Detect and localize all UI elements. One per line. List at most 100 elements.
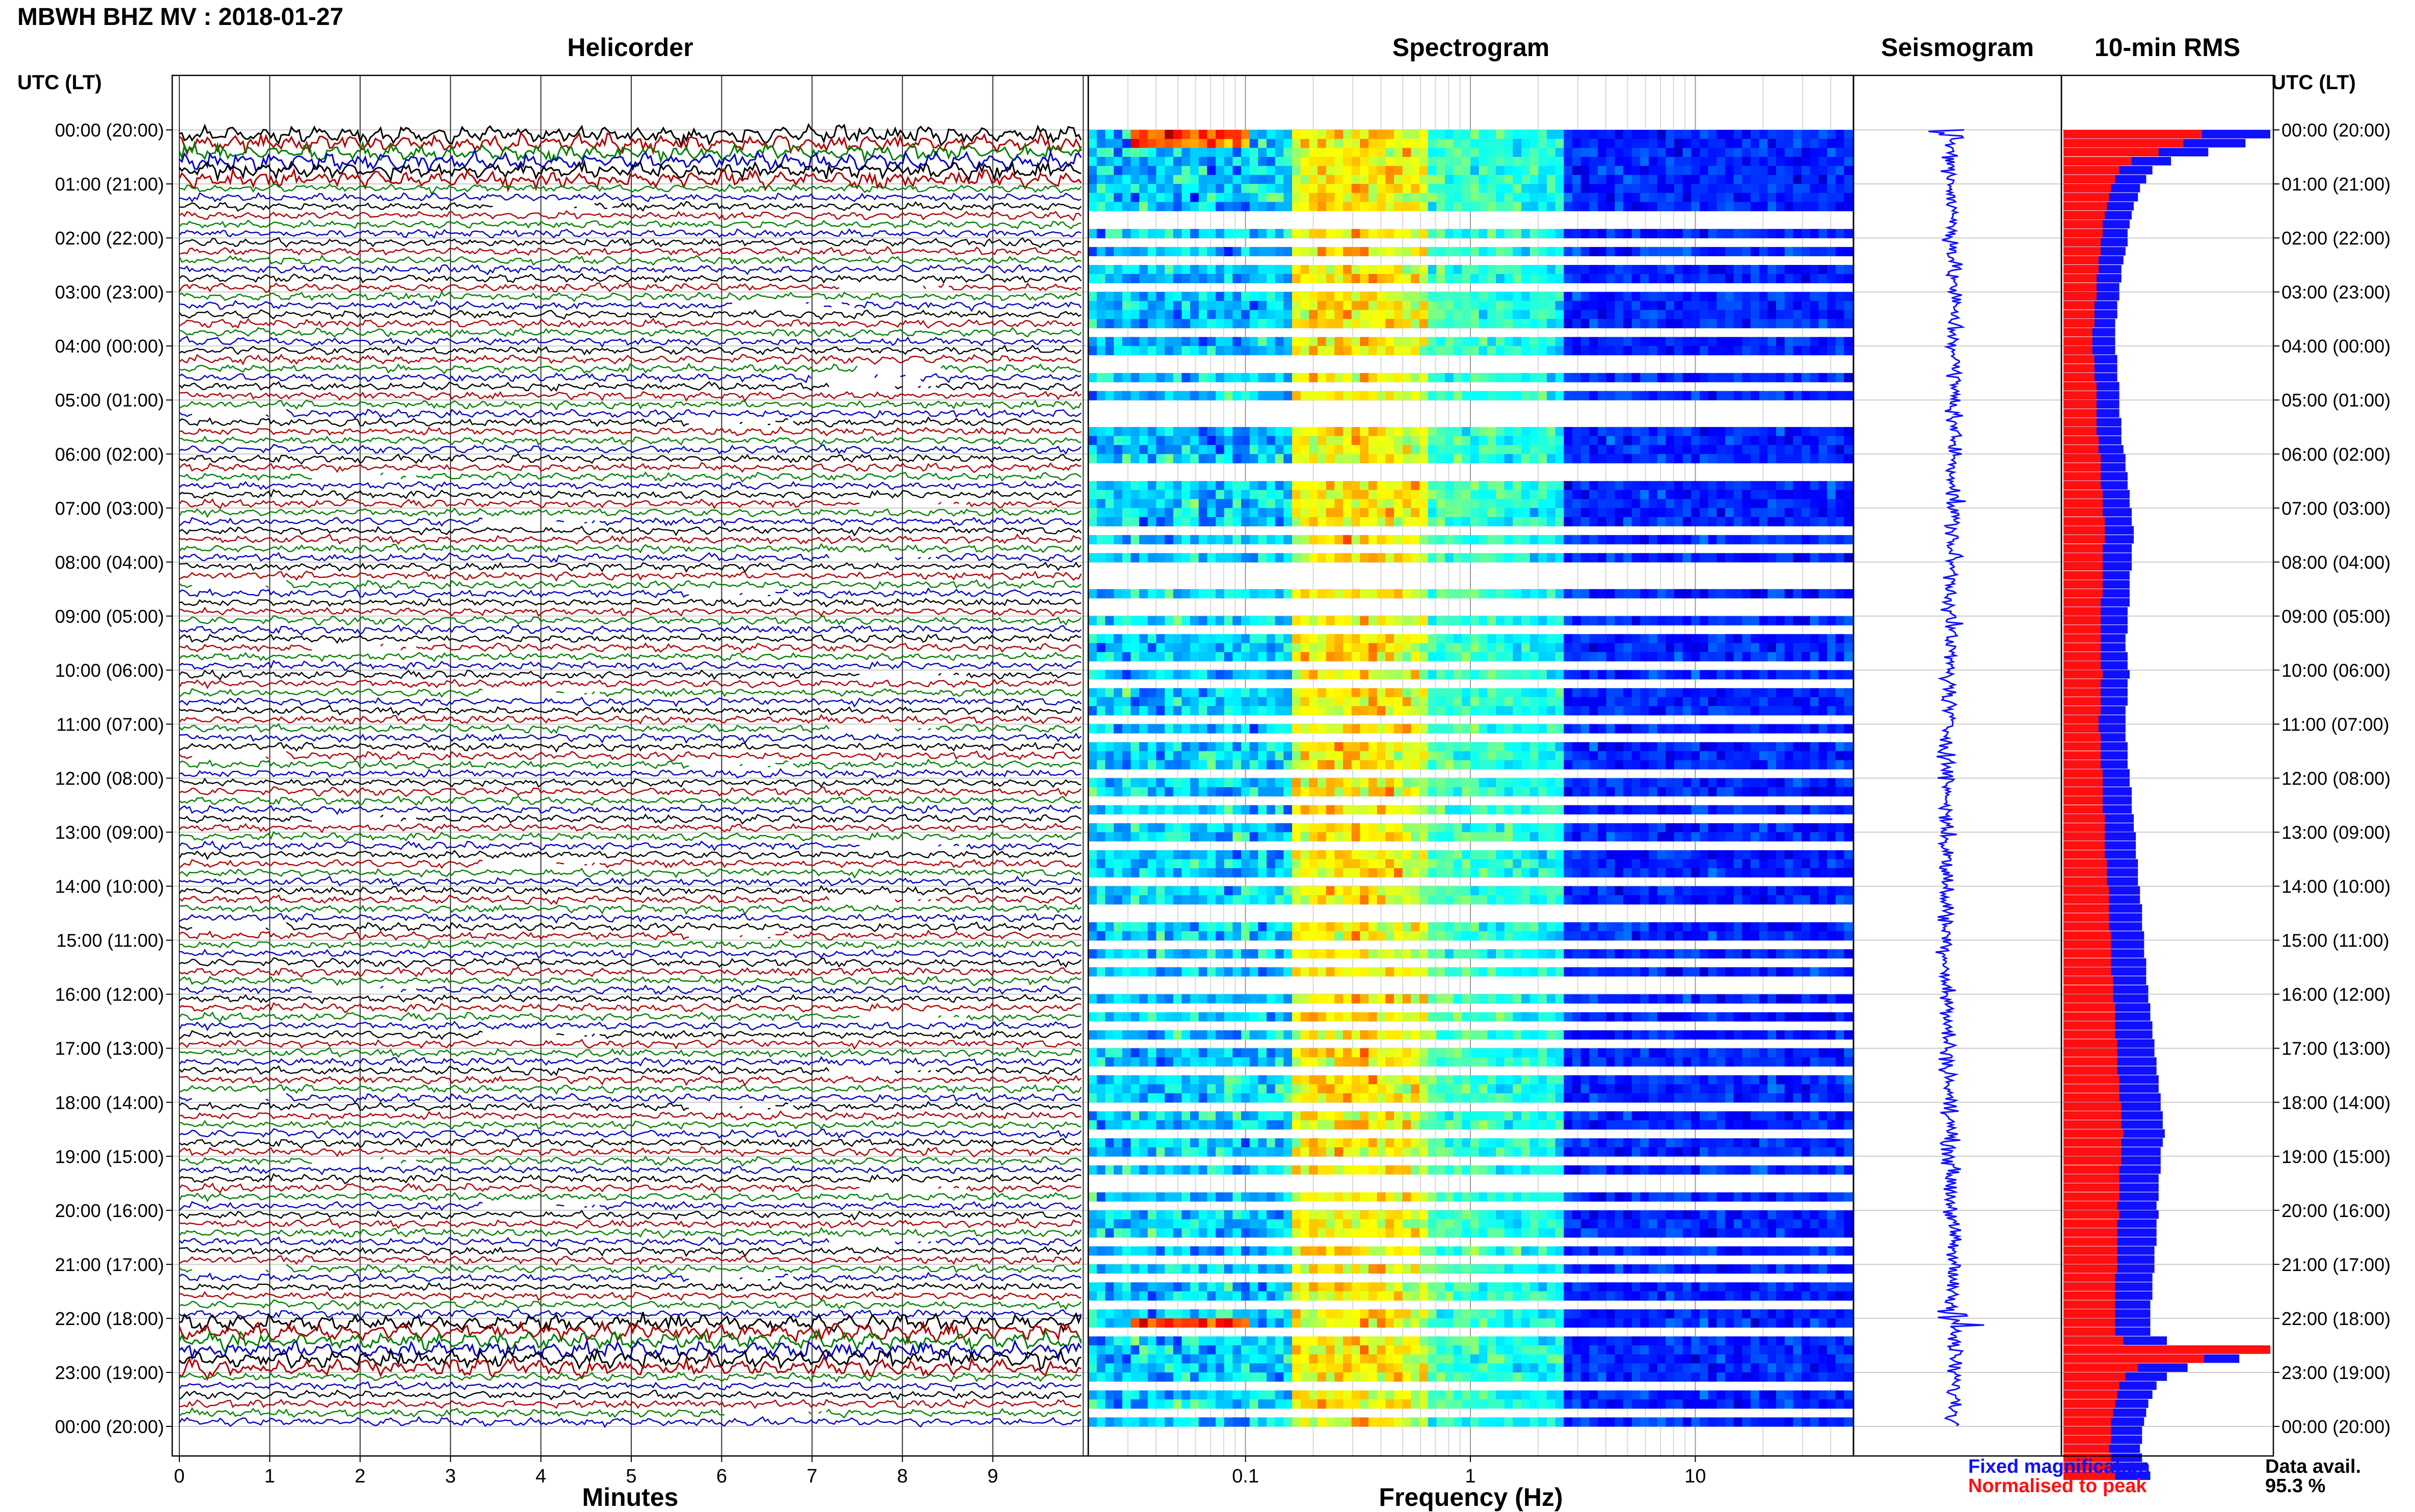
spectrogram-cell: [1700, 337, 1709, 346]
spectrogram-cell: [1793, 778, 1802, 788]
spectrogram-cell: [1114, 184, 1123, 193]
spectrogram-cell: [1301, 265, 1310, 274]
spectrogram-cell: [1640, 643, 1649, 652]
spectrogram-cell: [1564, 805, 1573, 815]
spectrogram-cell: [1173, 832, 1183, 842]
spectrogram-cell: [1640, 346, 1649, 355]
spectrogram-cell: [1318, 706, 1327, 715]
spectrogram-cell: [1521, 247, 1531, 256]
spectrogram-cell: [1190, 643, 1199, 652]
spectrogram-cell: [1232, 850, 1242, 859]
spectrogram-cell: [1785, 805, 1794, 815]
spectrogram-cell: [1105, 787, 1114, 796]
spectrogram-cell: [1326, 643, 1335, 652]
spectrogram-cell: [1496, 292, 1505, 301]
spectrogram-cell: [1352, 652, 1361, 661]
spectrogram-cell: [1530, 391, 1539, 400]
spectrogram-cell: [1377, 688, 1386, 697]
spectrogram-cell: [1216, 391, 1225, 400]
spectrogram-cell: [1598, 688, 1607, 697]
spectrogram-cell: [1793, 454, 1802, 463]
spectrogram-cell: [1156, 859, 1165, 869]
spectrogram-cell: [1674, 868, 1683, 877]
spectrogram-cell: [1122, 697, 1132, 706]
spectrogram-cell: [1301, 670, 1310, 679]
spectrogram-cell: [1318, 859, 1327, 869]
spectrogram-cell: [1505, 193, 1514, 202]
spectrogram-cell: [1708, 697, 1718, 706]
spectrogram-cell: [1360, 706, 1369, 715]
spectrogram-cell: [1301, 391, 1310, 400]
spectrogram-cell: [1785, 373, 1794, 382]
spectrogram-cell: [1742, 652, 1751, 661]
spectrogram-cell: [1844, 724, 1853, 734]
spectrogram-cell: [1428, 202, 1437, 211]
spectrogram-cell: [1538, 373, 1547, 382]
spectrogram-cell: [1403, 760, 1412, 769]
spectrogram-cell: [1776, 553, 1785, 562]
spectrogram-cell: [1173, 850, 1183, 859]
spectrogram-cell: [1708, 751, 1718, 761]
spectrogram-cell: [1827, 643, 1836, 652]
spectrogram-cell: [1547, 724, 1556, 734]
spectrogram-cell: [1394, 175, 1403, 184]
spectrogram-cell: [1827, 787, 1836, 796]
spectrogram-cell: [1810, 175, 1819, 184]
spectrogram-cell: [1844, 499, 1853, 508]
spectrogram-cell: [1470, 778, 1480, 788]
spectrogram-cell: [1818, 481, 1828, 490]
spectrogram-cell: [1521, 337, 1531, 346]
spectrogram-cell: [1419, 823, 1429, 832]
spectrogram-cell: [1513, 202, 1522, 211]
spectrogram-cell: [1708, 157, 1718, 166]
spectrogram-cell: [1725, 319, 1734, 328]
spectrogram-cell: [1385, 832, 1394, 842]
spectrogram-cell: [1708, 850, 1718, 859]
spectrogram-cell: [1462, 346, 1471, 355]
spectrogram-cell: [1598, 175, 1607, 184]
spectrogram-cell: [1572, 616, 1581, 625]
spectrogram-cell: [1521, 319, 1531, 328]
spectrogram-cell: [1165, 454, 1174, 463]
spectrogram-cell: [1734, 427, 1743, 436]
spectrogram-cell: [1785, 589, 1794, 598]
spectrogram-cell: [1394, 229, 1403, 238]
spectrogram-cell: [1105, 337, 1114, 346]
helicorder-trace: [179, 1031, 1081, 1039]
spectrogram-cell: [1411, 373, 1420, 382]
spectrogram-cell: [1674, 823, 1683, 832]
spectrogram-cell: [1505, 184, 1514, 193]
spectrogram-cell: [1793, 508, 1802, 517]
spectrogram-cell: [1589, 823, 1598, 832]
spectrogram-cell: [1088, 319, 1097, 328]
spectrogram-cell: [1572, 139, 1581, 148]
spectrogram-cell: [1700, 265, 1709, 274]
spectrogram-cell: [1292, 499, 1301, 508]
spectrogram-cell: [1156, 265, 1165, 274]
helicorder-trace: [179, 877, 1081, 886]
spectrogram-cell: [1785, 742, 1794, 751]
spectrogram-cell: [1708, 319, 1718, 328]
spectrogram-cell: [1241, 697, 1250, 706]
spectrogram-cell: [1759, 535, 1768, 544]
spectrogram-cell: [1232, 499, 1242, 508]
spectrogram-cell: [1487, 202, 1496, 211]
spectrogram-cell: [1352, 166, 1361, 175]
spectrogram-cell: [1343, 301, 1352, 310]
spectrogram-cell: [1496, 301, 1505, 310]
spectrogram-cell: [1725, 175, 1734, 184]
spectrogram-cell: [1555, 508, 1565, 517]
spectrogram-cell: [1292, 742, 1301, 751]
spectrogram-cell: [1182, 301, 1191, 310]
spectrogram-cell: [1394, 697, 1403, 706]
spectrogram-cell: [1725, 337, 1734, 346]
spectrogram-cell: [1470, 139, 1480, 148]
spectrogram-cell: [1470, 751, 1480, 761]
spectrogram-cell: [1454, 139, 1463, 148]
spectrogram-cell: [1283, 229, 1293, 238]
spectrogram-cell: [1394, 850, 1403, 859]
spectrogram-cell: [1632, 265, 1641, 274]
spectrogram-cell: [1122, 706, 1132, 715]
spectrogram-cell: [1377, 166, 1386, 175]
spectrogram-cell: [1666, 823, 1675, 832]
